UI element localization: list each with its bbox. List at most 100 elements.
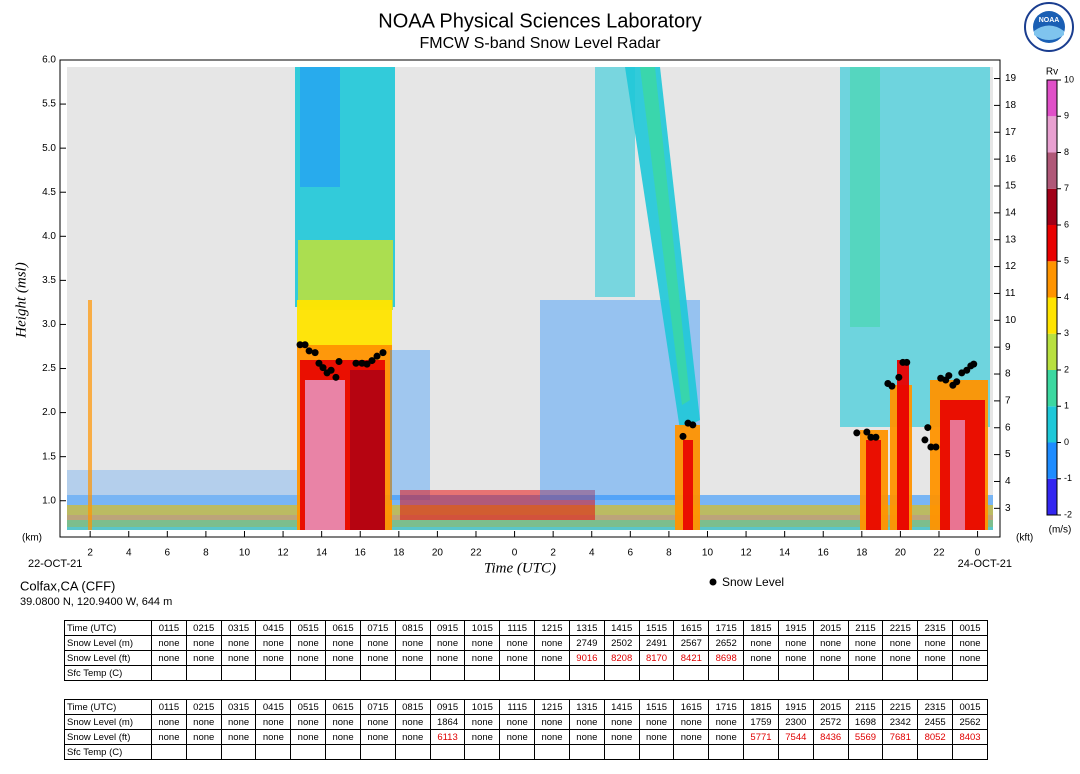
- table-cell: 0615: [325, 699, 361, 715]
- table-cell: [325, 744, 361, 760]
- x-tick-label: 8: [203, 548, 209, 559]
- table-cell: 1515: [638, 699, 675, 715]
- x-tick-label: 18: [856, 548, 868, 559]
- snow-level-point: [945, 372, 953, 380]
- snow-level-point: [924, 424, 932, 432]
- table-cell: [777, 665, 814, 681]
- x-tick-label: 22: [933, 548, 945, 559]
- y2-tick-label: 3: [1005, 503, 1011, 514]
- table-cell: 8208: [603, 650, 640, 666]
- table-cell: 0315: [220, 699, 257, 715]
- table-cell: none: [743, 635, 779, 651]
- table-cell: none: [743, 650, 779, 666]
- table-cell: none: [464, 729, 501, 745]
- snow-level-point: [368, 357, 376, 365]
- colorbar-label: Rv: [1046, 67, 1058, 78]
- table-cell: [429, 665, 466, 681]
- table-cell: none: [568, 714, 605, 730]
- y-tick-label: 2.5: [42, 363, 56, 374]
- table-cell: [290, 744, 327, 760]
- table-cell: [812, 744, 849, 760]
- snow-level-point: [921, 436, 929, 444]
- y-tick-label: 6.0: [42, 55, 56, 66]
- table-cell: 8421: [673, 650, 710, 666]
- table-cell: [708, 665, 745, 681]
- table-cell: none: [464, 650, 501, 666]
- table-cell: none: [255, 729, 292, 745]
- y-tick-label: 4.5: [42, 187, 56, 198]
- date-start: 22-OCT-21: [28, 558, 82, 570]
- table-cell: none: [255, 650, 292, 666]
- table-cell: 8403: [952, 729, 988, 745]
- radar-echo: [897, 360, 909, 530]
- y2-unit: (kft): [1016, 533, 1033, 544]
- table-cell: 0215: [185, 620, 222, 636]
- table-cell: [534, 744, 570, 760]
- table-cell: none: [464, 635, 501, 651]
- legend-marker: [709, 578, 717, 586]
- radar-echo: [595, 67, 635, 297]
- colorbar-segment: [1047, 297, 1057, 334]
- plot-background: [67, 67, 993, 530]
- table-cell: 1815: [743, 620, 779, 636]
- row-header: Sfc Temp (C): [64, 744, 152, 760]
- table-cell: none: [325, 729, 361, 745]
- table-cell: none: [220, 635, 257, 651]
- date-end: 24-OCT-21: [958, 558, 1012, 570]
- table-cell: 0815: [394, 620, 431, 636]
- table-cell: none: [290, 650, 327, 666]
- snow-level-point: [903, 358, 911, 366]
- x-tick-label: 6: [628, 548, 634, 559]
- table-cell: 1864: [429, 714, 466, 730]
- table-cell: 2300: [777, 714, 814, 730]
- table-cell: none: [952, 635, 988, 651]
- table-cell: 2652: [708, 635, 745, 651]
- table-cell: [151, 665, 187, 681]
- y2-tick-label: 10: [1005, 315, 1017, 326]
- table-cell: 1715: [708, 620, 745, 636]
- snow-level-point: [932, 443, 940, 451]
- table-cell: 0915: [429, 699, 466, 715]
- table-cell: none: [534, 635, 570, 651]
- x-tick-label: 16: [818, 548, 830, 559]
- table-cell: [464, 665, 501, 681]
- x-tick-label: 22: [470, 548, 482, 559]
- row-header: Snow Level (m): [64, 714, 152, 730]
- x-tick-label: 14: [316, 548, 328, 559]
- table-cell: [673, 665, 710, 681]
- table-cell: [568, 744, 605, 760]
- table-cell: none: [290, 635, 327, 651]
- radar-echo: [850, 67, 880, 327]
- table-cell: [812, 665, 849, 681]
- table-cell: 5569: [847, 729, 884, 745]
- table-cell: [673, 744, 710, 760]
- table-cell: [499, 744, 536, 760]
- table-cell: none: [568, 729, 605, 745]
- table-cell: 1915: [777, 620, 814, 636]
- y-tick-label: 5.0: [42, 143, 56, 154]
- snow-level-point: [867, 433, 875, 441]
- row-header: Time (UTC): [64, 699, 152, 715]
- snow-level-point: [363, 360, 371, 368]
- radar-echo: [67, 520, 993, 530]
- y2-tick-label: 7: [1005, 396, 1011, 407]
- table-cell: 2562: [952, 714, 988, 730]
- table-cell: none: [325, 714, 361, 730]
- x-tick-label: 0: [975, 548, 981, 559]
- table-row: Sfc Temp (C): [64, 744, 988, 760]
- table-cell: none: [499, 714, 536, 730]
- table-cell: none: [812, 635, 849, 651]
- snow-level-point: [327, 366, 335, 374]
- snow-level-point: [963, 366, 971, 374]
- table-cell: none: [638, 729, 675, 745]
- table-cell: 2115: [847, 620, 884, 636]
- table-cell: none: [185, 714, 222, 730]
- table-cell: 0615: [325, 620, 361, 636]
- table-cell: 0515: [290, 620, 327, 636]
- table-cell: none: [151, 714, 187, 730]
- snow-level-point: [953, 378, 961, 386]
- snow-level-point: [927, 443, 935, 451]
- table-cell: 0415: [255, 620, 292, 636]
- table-cell: [394, 744, 431, 760]
